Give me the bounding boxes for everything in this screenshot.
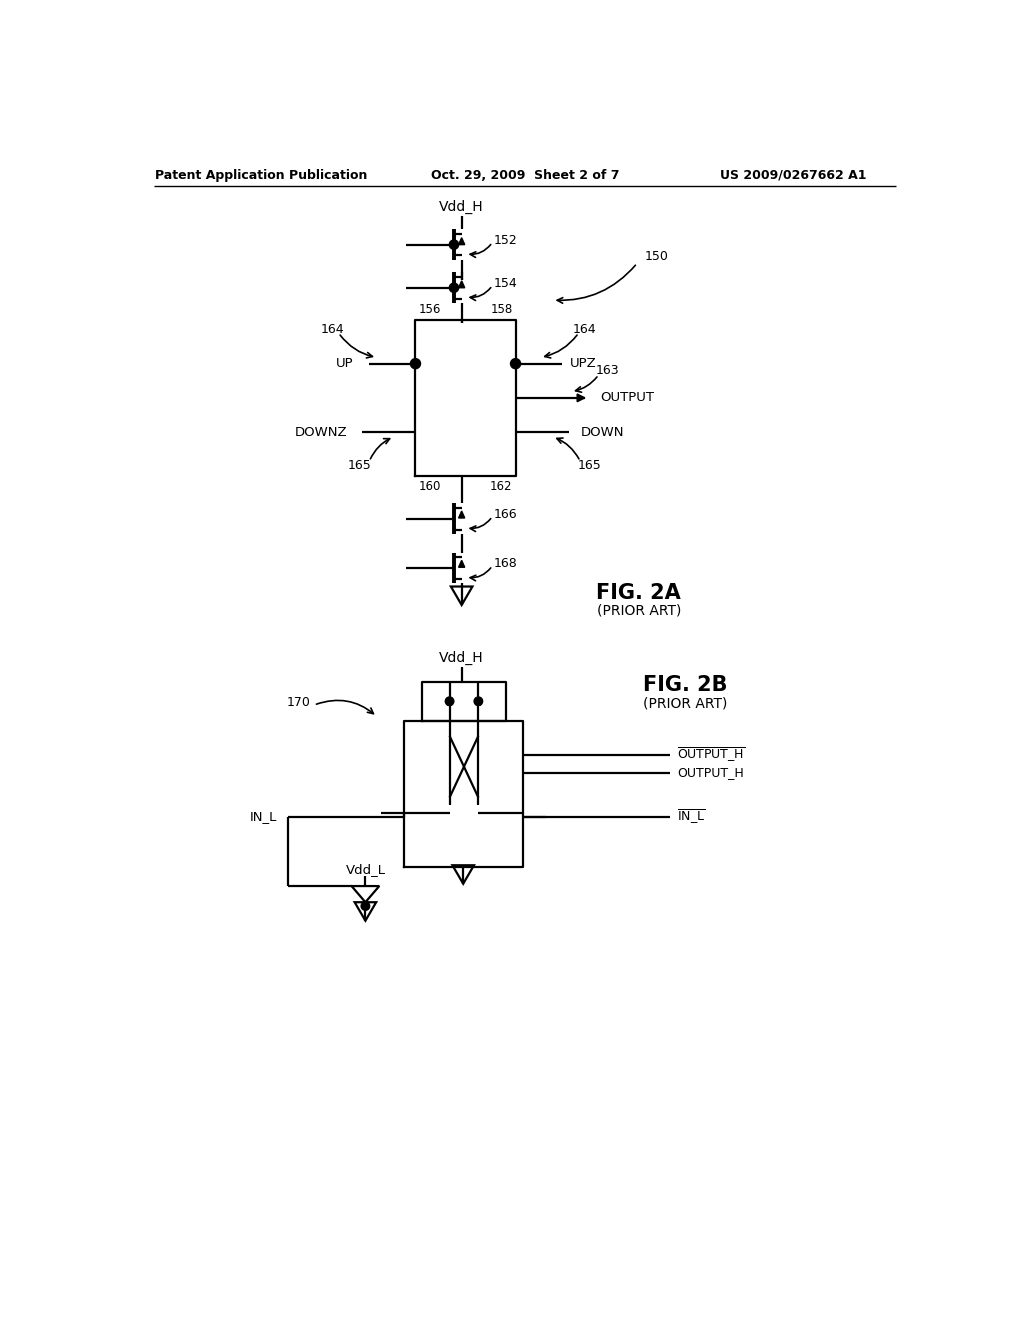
Polygon shape bbox=[459, 561, 465, 568]
Text: 150: 150 bbox=[645, 251, 669, 264]
Text: 162: 162 bbox=[489, 480, 512, 492]
Text: (PRIOR ART): (PRIOR ART) bbox=[643, 697, 727, 710]
Text: FIG. 2B: FIG. 2B bbox=[643, 675, 727, 696]
Circle shape bbox=[511, 359, 520, 368]
Text: 164: 164 bbox=[573, 323, 597, 337]
Polygon shape bbox=[459, 281, 465, 288]
Text: 170: 170 bbox=[287, 696, 310, 709]
Circle shape bbox=[361, 903, 370, 909]
Circle shape bbox=[445, 697, 454, 705]
Text: $\overline{\mathrm{OUTPUT\_H}}$: $\overline{\mathrm{OUTPUT\_H}}$ bbox=[677, 746, 745, 764]
Text: OUTPUT: OUTPUT bbox=[600, 391, 654, 404]
Text: UPZ: UPZ bbox=[569, 358, 596, 370]
Text: DOWN: DOWN bbox=[581, 425, 625, 438]
Text: IN_L: IN_L bbox=[250, 810, 276, 824]
Circle shape bbox=[474, 697, 482, 705]
Polygon shape bbox=[459, 511, 465, 517]
Text: DOWNZ: DOWNZ bbox=[295, 425, 348, 438]
Text: US 2009/0267662 A1: US 2009/0267662 A1 bbox=[720, 169, 866, 182]
Text: OUTPUT_H: OUTPUT_H bbox=[677, 767, 744, 779]
Text: Vdd_H: Vdd_H bbox=[439, 651, 484, 665]
Text: 163: 163 bbox=[596, 363, 620, 376]
Circle shape bbox=[450, 284, 458, 292]
Text: Vdd_H: Vdd_H bbox=[439, 199, 484, 214]
Text: 154: 154 bbox=[494, 277, 518, 289]
Polygon shape bbox=[459, 238, 465, 244]
Text: 158: 158 bbox=[490, 302, 512, 315]
Text: UP: UP bbox=[336, 358, 354, 370]
Text: $\overline{\mathrm{IN\_L}}$: $\overline{\mathrm{IN\_L}}$ bbox=[677, 808, 706, 826]
Polygon shape bbox=[447, 700, 452, 705]
Text: 168: 168 bbox=[494, 557, 518, 570]
Text: Vdd_L: Vdd_L bbox=[345, 863, 385, 876]
Text: 165: 165 bbox=[348, 459, 372, 473]
Text: 152: 152 bbox=[494, 234, 518, 247]
Polygon shape bbox=[578, 395, 585, 401]
Circle shape bbox=[450, 240, 458, 249]
Text: 165: 165 bbox=[578, 459, 601, 473]
Text: 166: 166 bbox=[494, 508, 517, 520]
Text: 164: 164 bbox=[321, 323, 344, 337]
Polygon shape bbox=[476, 700, 480, 705]
Text: 156: 156 bbox=[419, 302, 441, 315]
Text: FIG. 2A: FIG. 2A bbox=[596, 582, 681, 603]
Text: Oct. 29, 2009  Sheet 2 of 7: Oct. 29, 2009 Sheet 2 of 7 bbox=[430, 169, 620, 182]
Text: 160: 160 bbox=[419, 480, 441, 492]
Text: (PRIOR ART): (PRIOR ART) bbox=[597, 603, 681, 618]
Circle shape bbox=[411, 359, 420, 368]
Text: Patent Application Publication: Patent Application Publication bbox=[156, 169, 368, 182]
